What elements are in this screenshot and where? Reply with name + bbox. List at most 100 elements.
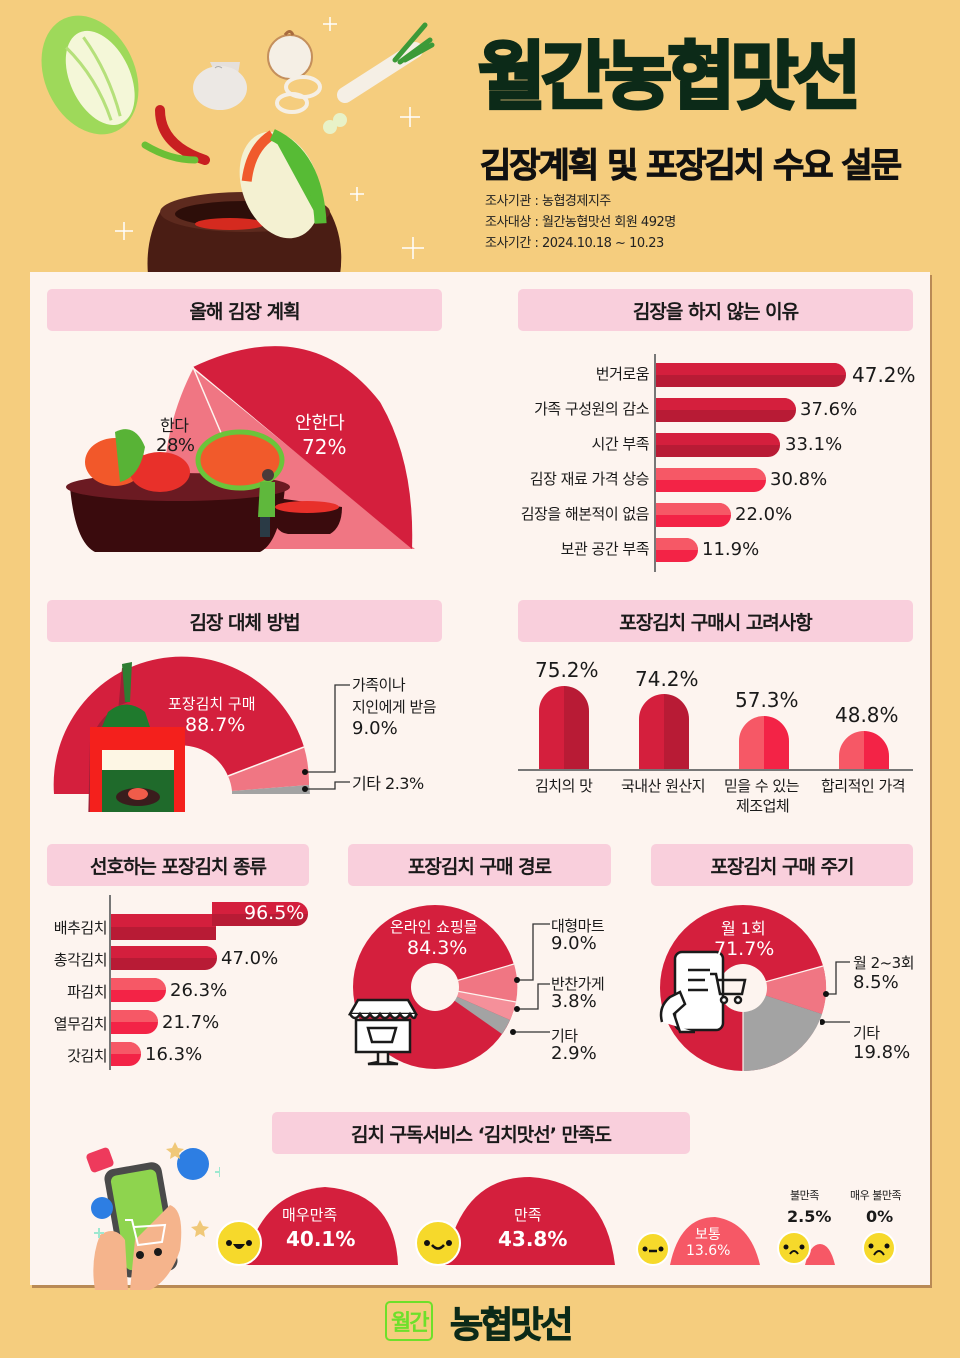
type-label: 갓김치 [67,1047,107,1065]
section-title-frequency: 포장김치 구매 주기 [651,844,913,886]
reason-label: 시간 부족 [591,435,650,453]
frequency-leader-lines [820,961,850,1025]
consideration-label: 합리적인 가격 [821,777,906,795]
type-value: 96.5% [244,902,305,924]
satisfaction-chart [240,1177,835,1265]
types-axis [109,895,111,1070]
considerations-axis [518,769,913,771]
frequency-twice-label: 월 2~3회 [853,954,915,972]
page-subtitle: 김장계획 및 포장김치 수요 설문 [480,146,903,187]
reason-value: 30.8% [770,469,828,490]
channel-mart-label: 대형마트 [551,917,605,935]
frequency-other-slice [743,988,822,1072]
consideration-value: 74.2% [635,667,699,691]
satisfaction-label: 불만족 [790,1189,819,1202]
alternative-buy-value: 88.7% [185,714,246,736]
satisfaction-label: 만족 [514,1206,542,1224]
satisfaction-value: 40.1% [286,1227,356,1251]
infographic-card: 올해 김장 계획 한다 28% 안한다 [30,272,930,1290]
alternative-buy-label: 포장김치 구매 [168,695,256,713]
consideration-label-2: 제조업체 [736,797,790,815]
type-bar-top [212,902,308,926]
section-title-plan: 올해 김장 계획 [47,289,442,331]
plan-dont-value: 72% [302,435,347,459]
frequency-twice-value: 8.5% [853,972,899,993]
type-bar [111,1010,158,1034]
reason-bar [656,398,796,422]
phone-shopping-illustration [86,1142,220,1290]
mobile-shopping-icon [659,950,747,1034]
cart-icon [125,1219,167,1247]
kimchi-package-icon [88,662,185,812]
plan-do-label: 한다 [160,416,189,435]
frequency-once-value: 71.7% [714,938,775,960]
star-icon [166,1142,184,1159]
thumbs-up-icon [91,1197,113,1219]
channel-side-value: 3.8% [551,991,597,1012]
type-bar [111,978,166,1002]
type-value: 26.3% [170,980,228,1001]
frequency-once-label: 월 1회 [721,919,766,938]
satisfaction-satisfied-shape [445,1177,615,1265]
reason-bar [656,433,780,457]
heart-icon [86,1147,114,1173]
reason-value: 22.0% [735,504,793,525]
onion-icon [267,30,322,114]
type-label: 파김치 [67,983,107,1001]
satisfaction-value: 13.6% [686,1243,731,1259]
section-title-types: 선호하는 포장김치 종류 [47,844,309,886]
reason-label: 김장을 해본적이 없음 [520,505,650,523]
reason-bar [656,363,846,387]
garlic-icon [193,62,247,110]
consideration-value: 57.3% [735,688,799,712]
channel-mart-value: 9.0% [551,933,597,954]
frequency-twice-slice [743,966,827,1014]
very-happy-face-icon [216,1220,262,1266]
kimchi-bowl-icon [66,429,342,552]
satisfaction-neutral-shape [670,1217,760,1265]
plan-dont-label: 안한다 [295,413,345,434]
type-bar [111,914,216,940]
frequency-other-label: 기타 [853,1024,880,1042]
alternative-other-label: 기타 2.3% [352,774,424,793]
consideration-label: 국내산 원산지 [621,777,706,795]
channel-online-value: 84.3% [407,937,468,959]
alternative-family-value: 9.0% [352,718,398,739]
consideration-bar [539,686,589,770]
alternative-leader-lines [302,684,350,792]
consideration-bar [639,694,689,770]
alternative-family-label-1: 가족이나 [352,676,406,694]
kimchi-cabbage-icon [239,129,327,239]
section-title-reasons: 김장을 하지 않는 이유 [518,289,913,331]
channel-other-value: 2.9% [551,1043,597,1064]
napa-cabbage-icon [41,15,139,135]
reason-label: 가족 구성원의 감소 [534,400,649,418]
kimchi-ingredients-illustration [41,15,435,275]
type-label: 열무김치 [53,1015,108,1033]
channel-donut-chart [348,905,518,1069]
sad-face-icon [777,1231,811,1265]
consideration-bar [739,716,789,770]
satisfaction-dissatisfied-shape [805,1244,835,1265]
type-value: 16.3% [145,1044,203,1065]
consideration-label: 믿을 수 있는 [724,777,800,795]
satisfaction-label: 매우만족 [282,1206,338,1224]
reason-bar [656,538,698,562]
consideration-value: 75.2% [535,658,599,682]
consideration-bar [839,731,889,770]
page-title: 월간농협맛선 [476,34,862,120]
footer-logo-name: 농협맛선 [449,1305,574,1347]
star-icon [191,1220,209,1237]
channel-side-label: 반찬가게 [551,975,605,993]
sparkle-icon [115,17,424,259]
happy-face-icon [415,1220,461,1266]
channel-online-label: 온라인 쇼핑몰 [390,918,478,936]
consideration-value: 48.8% [835,703,899,727]
plan-chart [66,346,415,552]
type-bar [111,1042,141,1066]
alternative-family-label-2: 지인에게 받음 [352,698,437,716]
satisfaction-value: 0% [866,1207,894,1226]
consideration-label: 김치의 맛 [535,777,593,795]
type-value: 21.7% [162,1012,220,1033]
type-bar [111,946,217,970]
